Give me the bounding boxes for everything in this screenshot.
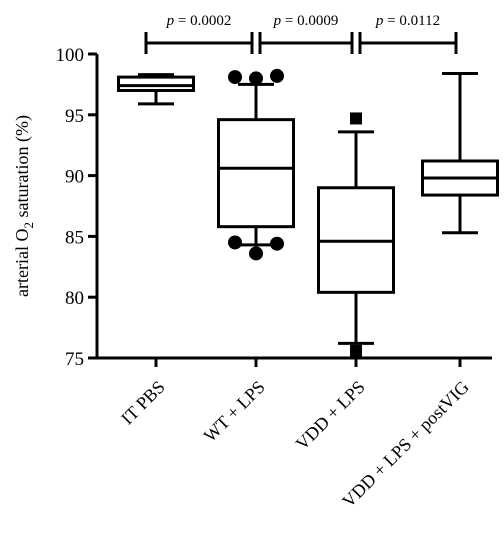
- y-tick-label: 80: [65, 288, 84, 309]
- outlier-point: [270, 68, 284, 83]
- y-tick-label: 75: [65, 349, 84, 370]
- axes: 75 80 85 90 95 100: [56, 45, 492, 370]
- p-value-label: p = 0.0009: [273, 13, 339, 29]
- p-value-label: p = 0.0002: [166, 13, 232, 29]
- x-category-label: IT PBS: [117, 377, 169, 429]
- box-iqr: [117, 75, 195, 92]
- box-group: [117, 73, 195, 106]
- box-plots: [117, 68, 499, 357]
- p-value-label: p = 0.0112: [375, 13, 440, 29]
- y-axis-title: arterial O2 saturation (%): [12, 115, 36, 297]
- outlier-point: [350, 344, 362, 357]
- significance-bracket: p = 0.0002: [144, 13, 254, 54]
- outlier-point: [228, 70, 242, 85]
- box-group: [317, 112, 395, 357]
- y-tick-label: 95: [65, 106, 84, 127]
- y-tick-label: 100: [56, 45, 85, 66]
- outlier-point: [270, 236, 284, 251]
- outlier-point: [228, 235, 242, 250]
- significance-bracket: p = 0.0112: [358, 13, 458, 54]
- significance-annotations: p = 0.0002 p = 0.0009 p = 0.0112: [144, 13, 458, 54]
- x-category-label: WT + LPS: [200, 377, 269, 446]
- significance-bracket: p = 0.0009: [258, 13, 354, 54]
- box-iqr: [217, 118, 295, 229]
- outlier-point: [249, 71, 263, 86]
- box-group: [421, 71, 499, 235]
- y-tick-label: 90: [65, 167, 84, 188]
- outlier-point: [249, 246, 263, 261]
- y-tick-label: 85: [65, 227, 84, 248]
- x-category-label: VDD + LPS: [292, 377, 369, 454]
- box-group: [217, 68, 295, 261]
- outlier-point: [350, 112, 362, 125]
